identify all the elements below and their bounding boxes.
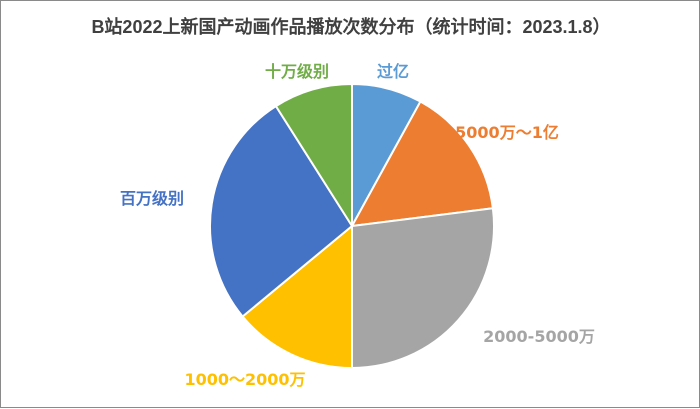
- pie-slice: [241, 223, 353, 370]
- chart-title: B站2022上新国产动画作品播放次数分布（统计时间：2023.1.8）: [91, 17, 611, 37]
- slice-label: 2000-5000万: [483, 327, 595, 346]
- slice-label: 1000～2000万: [184, 370, 305, 389]
- pie-slice: [274, 82, 353, 230]
- slice-label: 百万级别: [120, 189, 184, 208]
- pie-slice: [350, 100, 494, 228]
- pie-labels: 过亿 5000万～1亿 2000-5000万 1000～2000万 百万级别 十万级别: [120, 62, 595, 389]
- slice-label: 5000万～1亿: [455, 123, 559, 142]
- slice-label: 过亿: [377, 62, 409, 81]
- pie-slice: [351, 207, 495, 370]
- pie-slices: [209, 82, 495, 370]
- slice-label: 十万级别: [265, 62, 329, 81]
- pie-slice: [209, 104, 354, 318]
